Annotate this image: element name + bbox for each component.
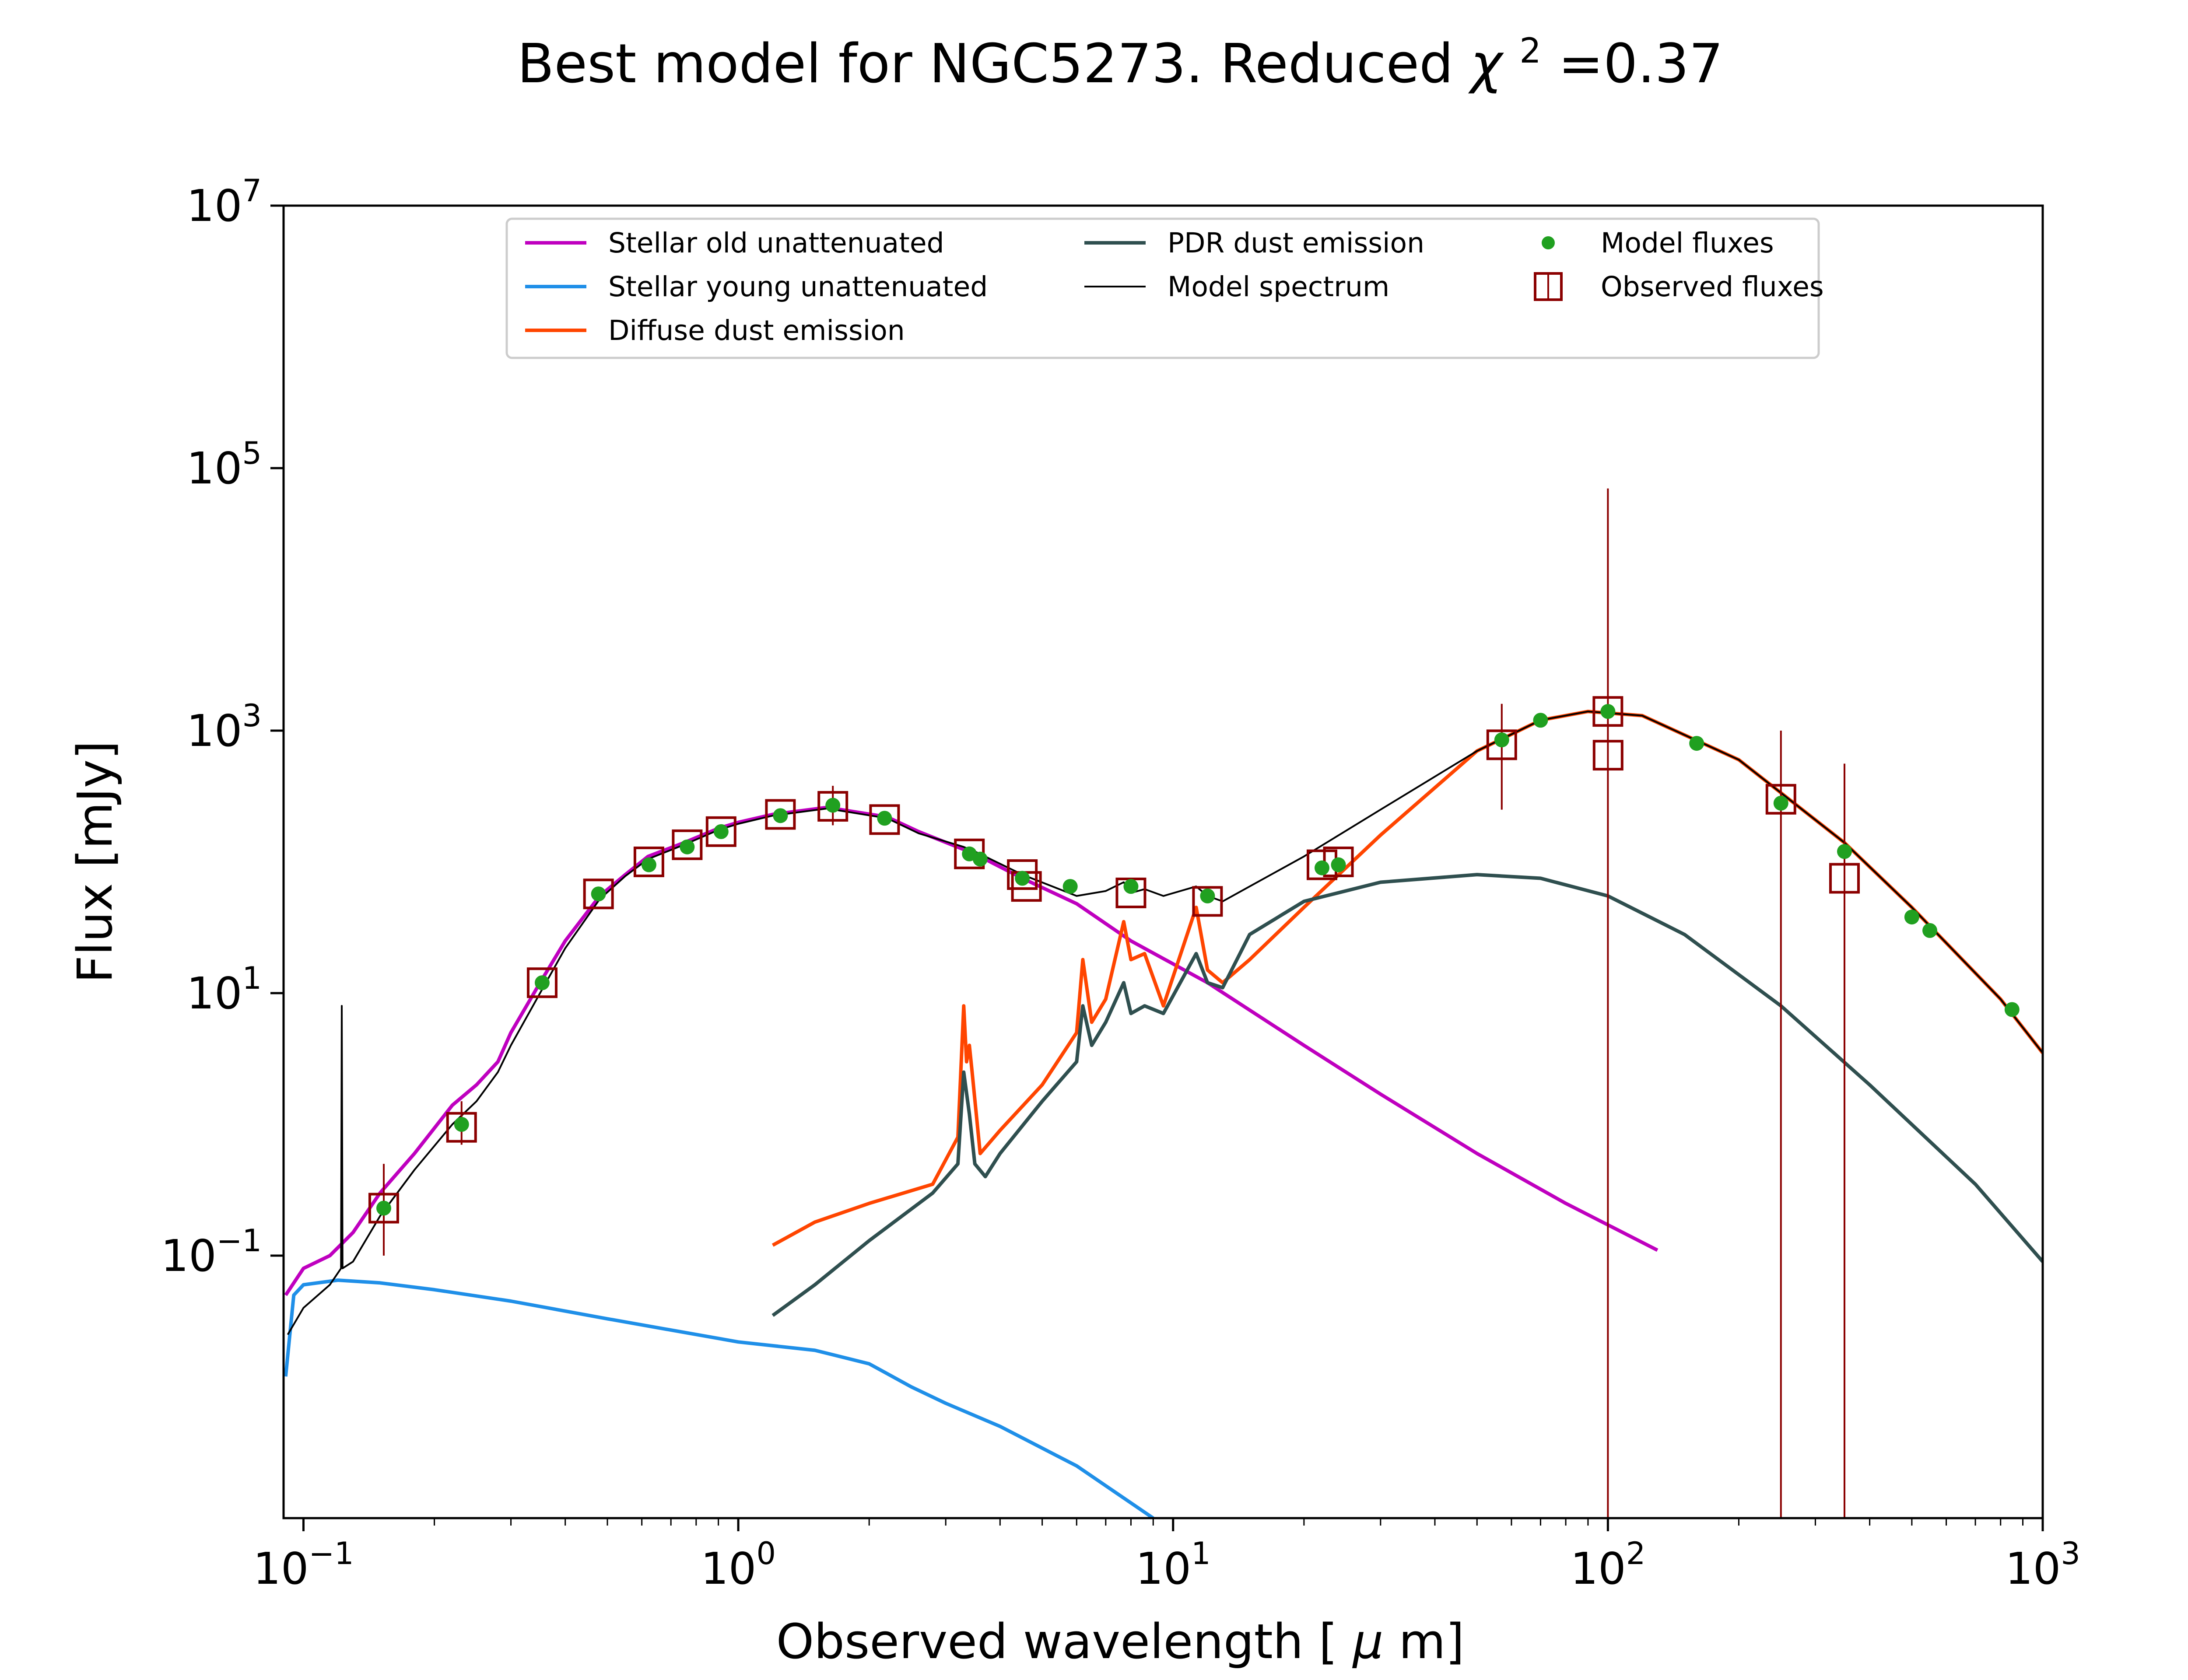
model-flux-point bbox=[641, 857, 656, 872]
model-flux-point bbox=[1314, 860, 1329, 875]
observed-flux-point bbox=[526, 967, 558, 998]
legend-label-model-spectrum: Model spectrum bbox=[1168, 271, 1389, 303]
model-flux-point bbox=[1331, 857, 1346, 872]
y-tick-label: 103 bbox=[186, 698, 262, 756]
title-chi-exp: 2 bbox=[1519, 32, 1541, 71]
model-flux-point bbox=[2004, 1002, 2020, 1017]
y-tick-label: 107 bbox=[186, 173, 262, 231]
x-label-prefix: Observed wavelength [ bbox=[776, 1614, 1338, 1670]
axes: 10−1 100 101 102 103 10−1 101 103 105 107 bbox=[161, 173, 2080, 1594]
model-flux-point bbox=[534, 975, 550, 990]
model-flux-point bbox=[1922, 923, 1938, 938]
plot-content bbox=[284, 488, 2043, 1518]
observed-flux-point bbox=[633, 847, 664, 877]
observed-flux-point bbox=[817, 791, 849, 822]
legend: Stellar old unattenuated Stellar young un… bbox=[505, 217, 1824, 359]
observed-flux-point bbox=[1592, 740, 1623, 771]
observed-flux-point bbox=[869, 804, 900, 835]
observed-flux-point bbox=[368, 1193, 399, 1224]
y-axis-label: Flux [mJy] bbox=[67, 741, 123, 983]
legend-swatch-model-fluxes bbox=[1542, 236, 1555, 249]
model-flux-point bbox=[1494, 732, 1509, 748]
model-flux-point bbox=[1837, 844, 1852, 859]
plot-frame bbox=[282, 204, 2044, 1519]
chart-title: Best model for NGC5273. Reduced χ 2 =0.3… bbox=[517, 13, 1723, 95]
observed-flux-point bbox=[1115, 877, 1147, 908]
title-chi: χ bbox=[1468, 33, 1504, 95]
model-flux-point bbox=[680, 839, 695, 854]
legend-box bbox=[505, 217, 1820, 359]
model-flux-point bbox=[376, 1200, 391, 1216]
observed-flux-point bbox=[765, 799, 796, 830]
observed-flux-point bbox=[705, 816, 736, 847]
legend-label-observed-fluxes: Observed fluxes bbox=[1601, 271, 1824, 303]
model-spectrum-line bbox=[287, 710, 2043, 1335]
model-flux-point bbox=[773, 808, 788, 823]
model-flux-point bbox=[1533, 713, 1548, 728]
title-prefix: Best model for NGC5273. Reduced bbox=[517, 33, 1470, 95]
legend-label-diffuse-dust-emission: Diffuse dust emission bbox=[608, 315, 905, 346]
x-label-mu: μ bbox=[1352, 1614, 1383, 1670]
legend-label-pdr-dust-emission: PDR dust emission bbox=[1168, 227, 1424, 259]
x-tick-label: 10−1 bbox=[253, 1536, 354, 1594]
model-flux-point bbox=[1123, 879, 1139, 894]
legend-label-stellar-young-unattenuated: Stellar young unattenuated bbox=[608, 271, 988, 303]
observed-flux-point bbox=[1486, 729, 1517, 760]
model-flux-point bbox=[825, 798, 841, 813]
plot-area bbox=[284, 488, 2043, 1518]
title-suffix: =0.37 bbox=[1558, 33, 1723, 95]
observed-flux-point bbox=[1829, 863, 1860, 894]
x-tick-label: 102 bbox=[1570, 1536, 1645, 1594]
x-axis-label: Observed wavelength [ μ m] bbox=[776, 1614, 1465, 1670]
model-flux-point bbox=[1773, 795, 1788, 811]
x-label-suffix: m] bbox=[1399, 1614, 1464, 1670]
y-tick-label: 101 bbox=[186, 960, 262, 1019]
model-flux-point bbox=[1015, 871, 1030, 886]
observed-flux-point bbox=[1007, 859, 1038, 890]
model-flux-point bbox=[1904, 910, 1919, 925]
x-tick-label: 101 bbox=[1136, 1536, 1211, 1594]
observed-flux-point bbox=[672, 829, 703, 860]
model-flux-point bbox=[454, 1117, 469, 1132]
observed-flux-point bbox=[1765, 784, 1796, 815]
model-flux-point bbox=[1689, 736, 1704, 751]
x-tick-label: 103 bbox=[2005, 1536, 2080, 1594]
legend-label-stellar-old-unattenuated: Stellar old unattenuated bbox=[608, 227, 944, 259]
observed-flux-point bbox=[446, 1112, 477, 1143]
model-flux-point bbox=[877, 811, 892, 826]
model-flux-point bbox=[1062, 879, 1078, 894]
observed-flux-point bbox=[1592, 696, 1623, 727]
y-tick-label: 105 bbox=[186, 435, 262, 494]
model-flux-point bbox=[1200, 888, 1215, 903]
legend-label-model-fluxes: Model fluxes bbox=[1601, 227, 1774, 259]
model-flux-point bbox=[713, 824, 729, 839]
observed-flux-point bbox=[583, 878, 614, 910]
model-flux-point bbox=[972, 851, 988, 867]
pdr-dust-emission-line bbox=[771, 873, 2043, 1317]
y-tick-label: 10−1 bbox=[161, 1223, 262, 1281]
model-flux-point bbox=[591, 886, 606, 902]
x-tick-label: 100 bbox=[701, 1536, 776, 1594]
stellar-young-unattenuated-line bbox=[284, 1278, 1154, 1518]
model-flux-point bbox=[1600, 704, 1616, 719]
observed-flux-point bbox=[1192, 886, 1223, 917]
